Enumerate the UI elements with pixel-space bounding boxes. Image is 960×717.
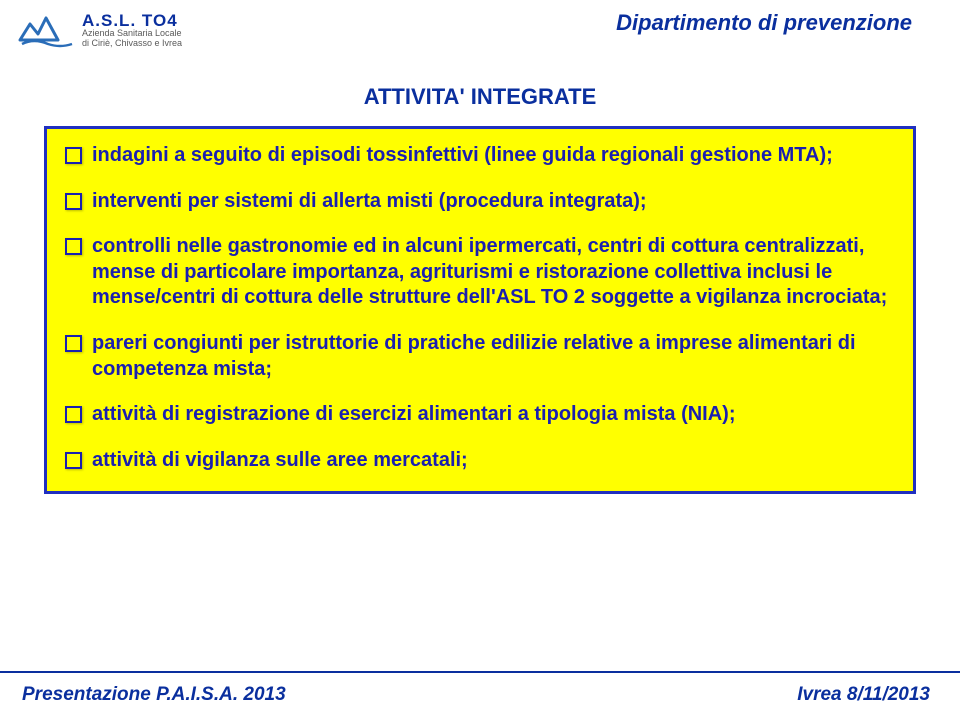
bullet-text: attività di vigilanza sulle aree mercata…	[92, 448, 895, 474]
bullet-text: interventi per sistemi di allerta misti …	[92, 189, 895, 215]
bullet-text: attività di registrazione di esercizi al…	[92, 402, 895, 428]
footer-right: Ivrea 8/11/2013	[797, 684, 930, 706]
logo-main: A.S.L. TO4	[82, 12, 182, 30]
footer: Presentazione P.A.I.S.A. 2013 Ivrea 8/11…	[0, 671, 960, 717]
bullet-square-icon	[65, 238, 82, 255]
logo-sub2: di Ciriè, Chivasso e Ivrea	[82, 39, 182, 48]
bullet-item: controlli nelle gastronomie ed in alcuni…	[65, 234, 895, 311]
section-title: ATTIVITA' INTEGRATE	[0, 84, 960, 110]
bullet-text: pareri congiunti per istruttorie di prat…	[92, 331, 895, 382]
bullet-square-icon	[65, 193, 82, 210]
content-box: indagini a seguito di episodi tossinfett…	[44, 126, 916, 494]
header: A.S.L. TO4 Azienda Sanitaria Locale di C…	[0, 0, 960, 72]
bullet-square-icon	[65, 406, 82, 423]
bullet-text: controlli nelle gastronomie ed in alcuni…	[92, 234, 895, 311]
bullet-item: indagini a seguito di episodi tossinfett…	[65, 143, 895, 169]
bullet-square-icon	[65, 147, 82, 164]
logo-text: A.S.L. TO4 Azienda Sanitaria Locale di C…	[82, 12, 182, 49]
footer-left: Presentazione P.A.I.S.A. 2013	[22, 684, 286, 706]
bullet-square-icon	[65, 335, 82, 352]
bullet-item: attività di vigilanza sulle aree mercata…	[65, 448, 895, 474]
bullet-item: pareri congiunti per istruttorie di prat…	[65, 331, 895, 382]
bullet-item: attività di registrazione di esercizi al…	[65, 402, 895, 428]
logo-icon	[18, 10, 74, 50]
bullet-item: interventi per sistemi di allerta misti …	[65, 189, 895, 215]
bullet-square-icon	[65, 452, 82, 469]
logo-block: A.S.L. TO4 Azienda Sanitaria Locale di C…	[18, 10, 182, 50]
header-title: Dipartimento di prevenzione	[616, 10, 912, 36]
bullet-text: indagini a seguito di episodi tossinfett…	[92, 143, 895, 169]
